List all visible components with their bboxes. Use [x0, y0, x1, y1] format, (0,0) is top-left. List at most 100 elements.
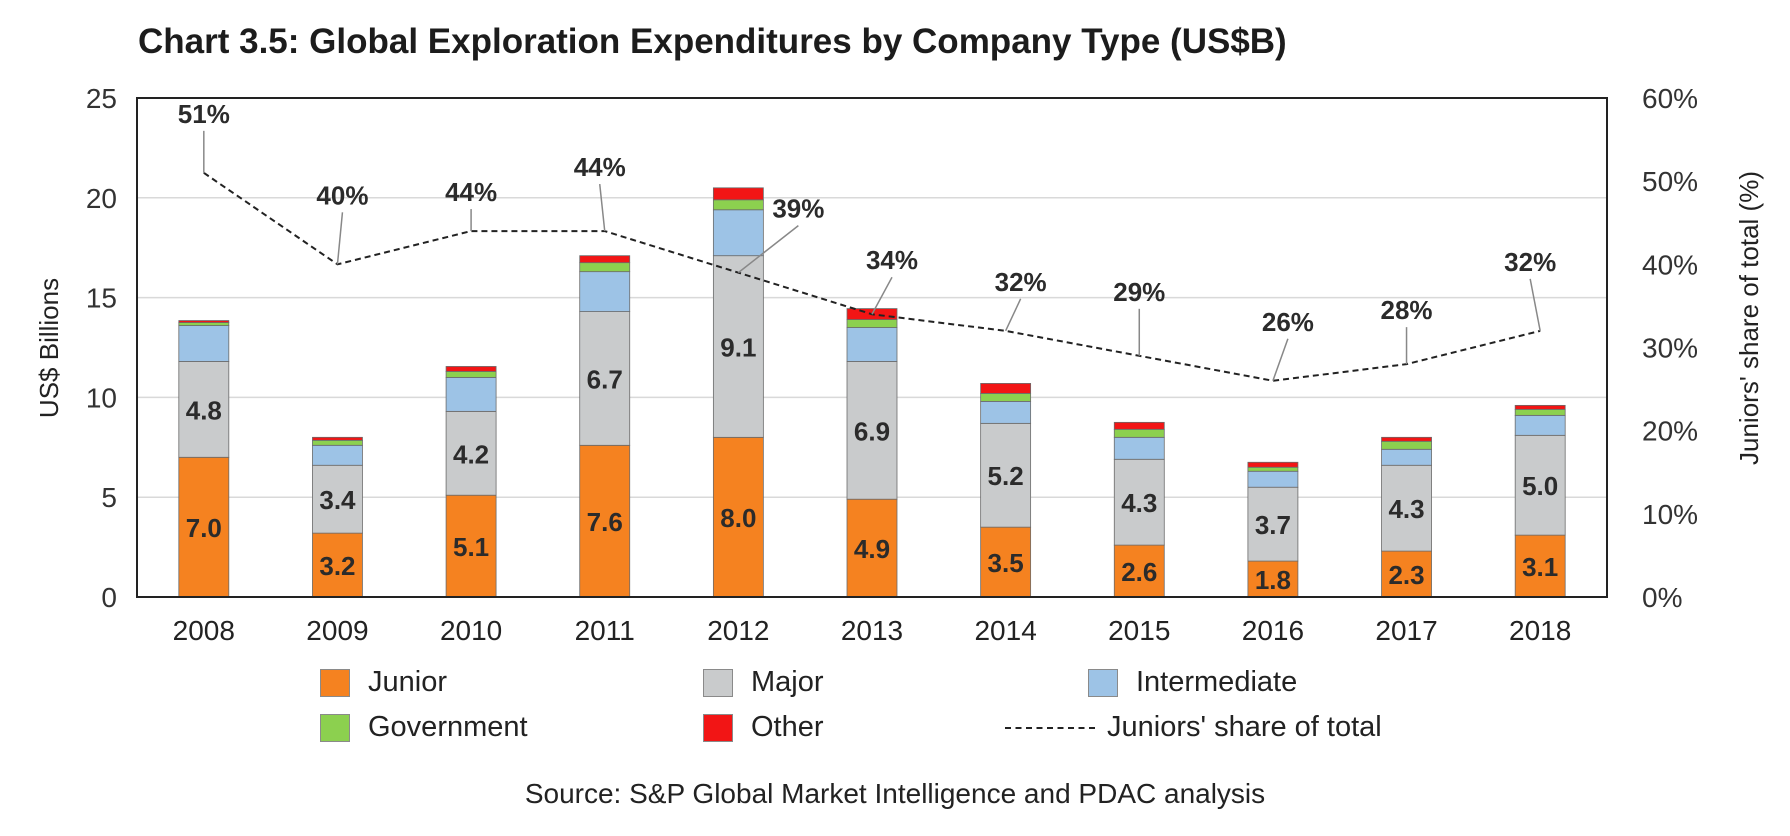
legend-label: Other: [751, 711, 824, 743]
bar-junior: [1247, 560, 1299, 598]
share-line-layer: 51% 40% 44% 44% 39% 34% 32% 29% 26% 28% 32%: [178, 99, 1556, 382]
bar-government: [445, 371, 497, 378]
y2-tick-label: 30%: [1642, 333, 1698, 364]
share-label: 39%: [772, 194, 824, 224]
share-label-leader: [737, 225, 799, 274]
legend: Junior Major Intermediate Government Other Ju…: [320, 666, 1520, 776]
x-tick-label: 2016: [1242, 615, 1304, 646]
share-label-leader: [336, 212, 344, 265]
y2-axis-title: Juniors' share of total (%): [1734, 171, 1764, 465]
bar-government: [579, 262, 631, 273]
data-label-major: 6.9: [854, 416, 890, 446]
bar-intermediate: [1381, 448, 1432, 466]
y-tick-label: 10: [86, 382, 117, 413]
x-tick-label: 2010: [440, 615, 502, 646]
bar-other: [579, 255, 631, 264]
data-label-major: 9.1: [720, 333, 756, 363]
share-label-leader: [598, 183, 606, 232]
bar-other: [178, 320, 230, 323]
bar-major: [712, 255, 764, 438]
data-label-junior: 3.2: [319, 551, 355, 581]
legend-item-other: Other: [703, 711, 824, 744]
data-label-major: 4.3: [1388, 494, 1424, 524]
data-label-major: 4.8: [186, 395, 222, 425]
y2-tick-label: 0%: [1642, 582, 1682, 613]
bar-government: [1381, 440, 1432, 450]
bar-major: [178, 361, 230, 458]
bar-intermediate: [579, 271, 631, 312]
legend-item-junior: Junior: [320, 666, 447, 699]
x-tick-label: 2014: [974, 615, 1036, 646]
legend-item-intermediate: Intermediate: [1088, 666, 1297, 699]
x-tick-label: 2011: [575, 615, 635, 646]
axes: 0 5 10 15 20 25 0% 10% 20% 30% 40% 50% 60% 2008 2009 20…: [86, 83, 1698, 646]
bar-intermediate: [1514, 414, 1566, 436]
data-label-junior: 3.5: [988, 548, 1024, 578]
data-label-junior: 7.0: [186, 513, 222, 543]
share-label-leader: [871, 276, 893, 315]
legend-swatch: [1088, 668, 1118, 697]
x-tick-label: 2013: [841, 615, 903, 646]
legend-swatch: [320, 713, 350, 742]
share-label: 32%: [1504, 247, 1556, 277]
bar-intermediate: [178, 325, 230, 362]
chart-title: Chart 3.5: Global Exploration Expenditur…: [138, 22, 1287, 61]
bar-other: [1113, 421, 1165, 430]
share-label: 44%: [574, 152, 626, 182]
data-label-junior: 5.1: [453, 532, 489, 562]
bar-government: [712, 199, 764, 211]
data-label-major: 5.0: [1522, 471, 1558, 501]
legend-label: Junior: [368, 666, 447, 698]
legend-item-government: Government: [320, 711, 528, 744]
data-label-junior: 2.6: [1121, 557, 1157, 587]
share-label-leader: [1004, 298, 1022, 332]
legend-swatch: [320, 668, 350, 697]
bar-government: [312, 439, 363, 446]
y-tick-label: 20: [86, 183, 117, 214]
data-label-major: 6.7: [587, 364, 623, 394]
bar-other: [1247, 461, 1299, 468]
data-label-junior: 3.1: [1522, 552, 1558, 582]
y-tick-label: 15: [86, 283, 117, 314]
x-tick-label: 2008: [173, 615, 235, 646]
share-label: 44%: [445, 177, 497, 207]
share-label-leader: [1272, 338, 1289, 382]
bar-major: [1514, 434, 1566, 536]
y2-tick-label: 50%: [1642, 166, 1698, 197]
x-tick-label: 2017: [1375, 615, 1437, 646]
data-label-junior: 7.6: [587, 507, 623, 537]
bar-junior: [712, 436, 764, 598]
share-label: 28%: [1381, 295, 1433, 325]
bar-government: [178, 322, 230, 326]
bars: 7.0 4.8 3.2 3.4 5.1 4.2 7.6 6.7 8.0 9.1 4.9 6.9 3.5 5…: [178, 187, 1566, 598]
bar-major: [980, 422, 1032, 528]
bar-other: [312, 436, 363, 441]
data-label-major: 3.7: [1255, 510, 1291, 540]
legend-item-juniors-share: Juniors' share of total: [1005, 711, 1382, 744]
share-label: 32%: [995, 267, 1047, 297]
y-tick-label: 0: [101, 582, 117, 613]
bar-major: [579, 311, 631, 446]
x-tick-label: 2009: [306, 615, 368, 646]
y-axis-title: US$ Billions: [34, 278, 64, 418]
share-label: 29%: [1113, 277, 1165, 307]
share-label: 40%: [316, 180, 368, 210]
y2-tick-label: 20%: [1642, 416, 1698, 447]
legend-swatch: [703, 713, 733, 742]
bar-junior: [1514, 534, 1566, 598]
bar-government: [980, 393, 1032, 402]
bar-major: [445, 410, 497, 496]
bar-major: [1113, 458, 1165, 546]
legend-label: Government: [368, 711, 528, 743]
share-label: 34%: [866, 245, 918, 275]
bar-junior: [980, 526, 1032, 598]
data-label-junior: 2.3: [1388, 560, 1424, 590]
source-note: Source: S&P Global Market Intelligence a…: [524, 778, 1266, 809]
data-label-major: 3.4: [319, 485, 356, 515]
y-tick-label: 25: [86, 83, 117, 114]
bar-other: [980, 383, 1032, 394]
bar-intermediate: [1113, 436, 1165, 460]
bar-intermediate: [312, 444, 363, 466]
legend-label: Juniors' share of total: [1107, 711, 1382, 743]
